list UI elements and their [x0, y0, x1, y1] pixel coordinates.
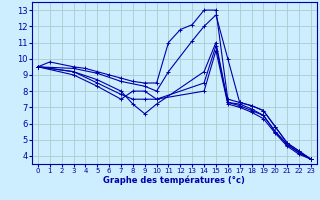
X-axis label: Graphe des températures (°c): Graphe des températures (°c) [103, 176, 245, 185]
